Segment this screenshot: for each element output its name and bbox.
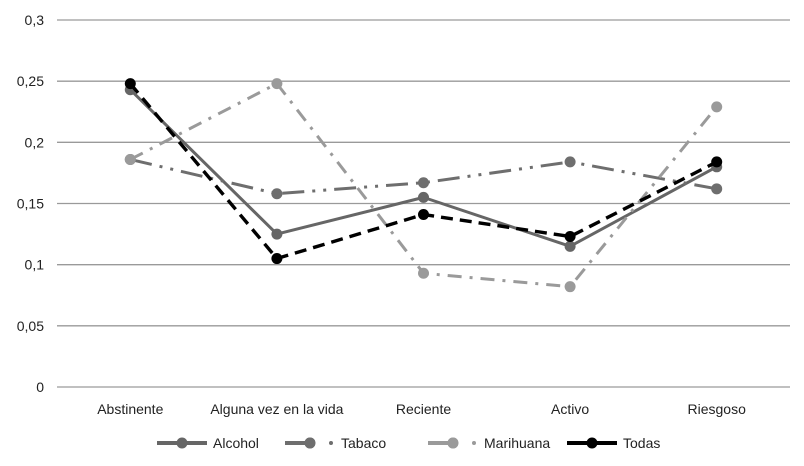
x-tick-label: Alguna vez en la vida [210,401,343,417]
legend-label: Tabaco [341,435,386,451]
data-point-marker [711,156,723,168]
data-point-marker [271,78,283,90]
data-point-marker [418,209,429,221]
legend-swatch-marker [176,437,188,449]
data-point-marker [564,231,576,243]
y-tick-label: 0 [36,379,44,395]
y-tick-label: 0,25 [17,73,44,89]
data-point-marker [124,153,136,165]
data-point-marker [564,156,576,168]
legend-label: Marihuana [484,435,550,451]
legend-item-tabaco: Tabaco [285,435,386,451]
legend-label: Todas [623,435,660,451]
data-point-marker [271,188,283,200]
data-point-marker [418,177,429,189]
y-axis-ticks: 0 0,05 0,1 0,15 0,2 0,25 0,3 [17,12,44,395]
y-tick-label: 0,05 [17,318,44,334]
y-tick-label: 0,15 [17,196,44,212]
legend-swatch-dot [472,441,476,445]
series-alcohol [124,84,723,252]
data-point-marker [564,240,576,252]
x-axis-ticks: Abstinente Alguna vez en la vida Reciente A… [97,401,746,417]
data-point-marker [418,191,429,203]
legend-item-todas: Todas [567,435,660,451]
series-todas [124,78,723,265]
data-point-marker [564,281,576,293]
legend-label: Alcohol [213,435,259,451]
data-point-marker [711,101,723,113]
y-tick-label: 0,2 [25,134,45,150]
y-tick-label: 0,1 [25,257,45,273]
x-tick-label: Riesgoso [688,401,747,417]
series-line [128,82,718,261]
data-point-marker [271,253,283,265]
x-tick-label: Activo [551,401,589,417]
series-lines [124,78,723,293]
x-tick-label: Abstinente [97,401,163,417]
legend-swatch-dot [329,441,333,445]
series-marihuana [124,78,723,293]
y-tick-label: 0,3 [25,12,45,28]
data-point-marker [124,78,136,90]
data-point-marker [271,228,283,240]
legend-item-alcohol: Alcohol [157,435,259,451]
data-point-marker [418,267,429,279]
legend: Alcohol Tabaco Marihuana Todas [157,435,660,451]
data-point-marker [711,183,723,195]
gridlines [57,19,790,388]
legend-item-marihuana: Marihuana [428,435,550,451]
legend-swatch-marker [586,437,598,449]
x-tick-label: Reciente [396,401,451,417]
